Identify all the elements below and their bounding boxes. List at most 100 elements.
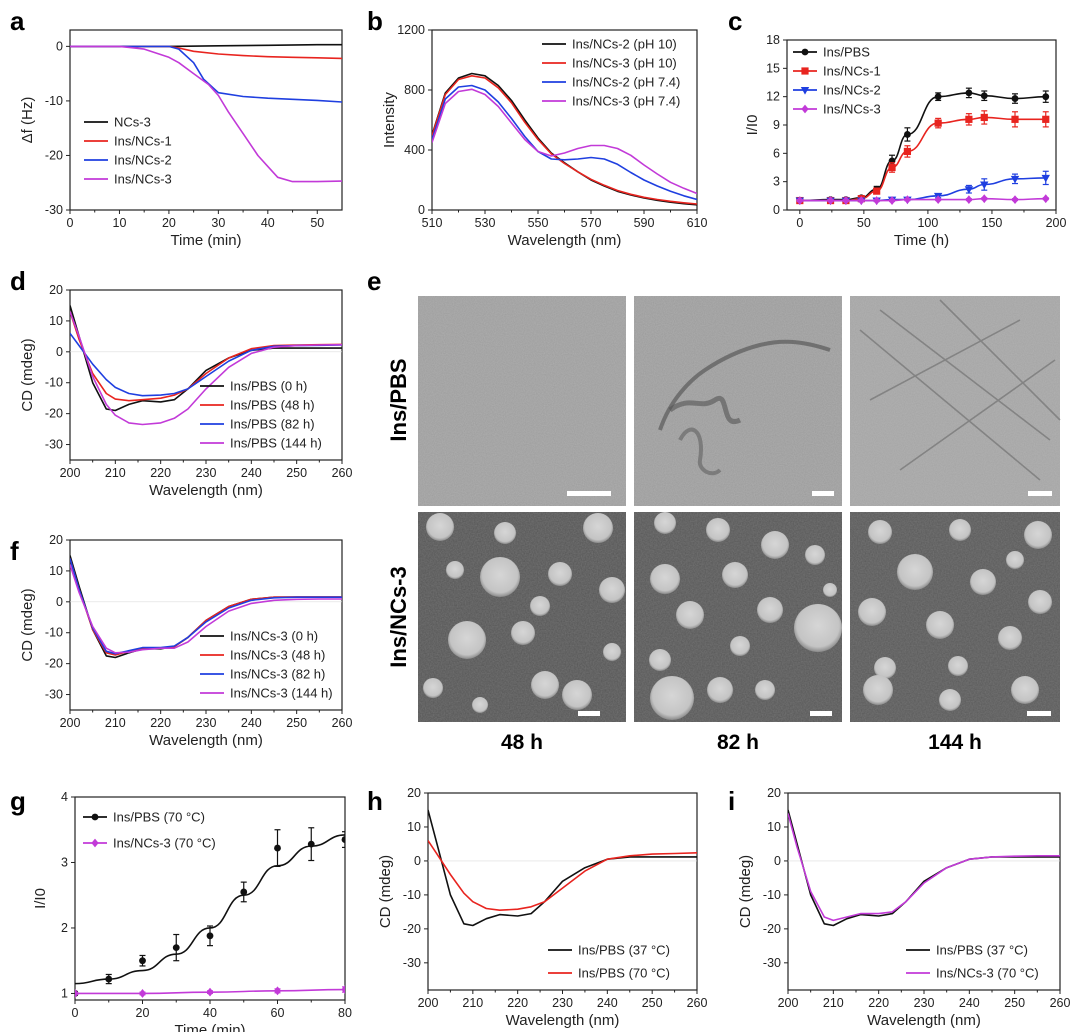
y-tick-label: 0: [773, 203, 780, 217]
scale-bar: [810, 711, 832, 716]
data-point: [934, 119, 942, 127]
y-axis-label: I/I0: [32, 888, 49, 909]
x-axis-label: Wavelength (nm): [867, 1012, 981, 1029]
y-tick-label: -30: [763, 956, 781, 970]
series-line-1: [428, 809, 697, 927]
y-tick-label: -20: [45, 407, 63, 421]
nanoparticles: [858, 519, 1052, 711]
data-point: [964, 186, 974, 194]
data-point: [903, 195, 912, 205]
legend-label: Ins/NCs-3 (0 h): [230, 629, 318, 644]
fibril-network: [859, 299, 1061, 481]
y-tick-label: -10: [45, 376, 63, 390]
y-axis-label: Δf (Hz): [19, 97, 36, 144]
legend-label: Ins/NCs-1: [114, 134, 172, 149]
data-point: [980, 113, 988, 122]
data-point: [1011, 95, 1019, 102]
data-point: [1042, 115, 1050, 123]
y-tick-label: 10: [767, 820, 781, 834]
chart-a: 0 10 20 30 40 50 0 -10 -20 -30 Time (min) Δf (Hz) NC…: [19, 29, 343, 249]
x-tick-label: 230: [196, 466, 217, 480]
legend-label: Ins/NCs-3 (70 °C): [113, 836, 216, 851]
x-tick-label: 240: [241, 716, 262, 730]
chart-i: 200 210 220 230 240 250 260 -30 -20 -10 0 10 20 Wavel…: [737, 786, 1070, 1029]
y-tick-label: 800: [404, 83, 425, 97]
y-tick-label: 3: [773, 175, 780, 189]
x-tick-label: 210: [823, 996, 844, 1010]
x-tick-label: 200: [60, 466, 81, 480]
series-line-2: [432, 75, 697, 205]
panel-label-c: c: [728, 6, 742, 36]
series-line-1: [788, 809, 1060, 927]
x-tick-label: 260: [1050, 996, 1071, 1010]
y-tick-label: -30: [45, 688, 63, 702]
series-fit-1: [75, 834, 345, 985]
y-tick-label: 0: [418, 203, 425, 217]
data-point: [857, 196, 865, 205]
data-point: [934, 93, 942, 101]
y-tick-label: 0: [414, 854, 421, 868]
x-tick-label: 260: [332, 716, 353, 730]
y-tick-label: 0: [56, 39, 63, 53]
y-tick-label: 0: [56, 595, 63, 609]
data-point: [138, 989, 147, 998]
y-tick-label: 400: [404, 143, 425, 157]
x-tick-label: 80: [338, 1006, 352, 1020]
x-axis-label: Wavelength (nm): [508, 232, 622, 249]
tem-pbs-82h: [634, 296, 842, 506]
panel-label-i: i: [728, 786, 735, 816]
y-tick-label: 3: [61, 855, 68, 869]
data-point: [273, 986, 282, 996]
y-tick-label: 4: [61, 790, 68, 804]
legend-label: Ins/PBS (48 h): [230, 398, 315, 413]
data-point: [341, 836, 345, 843]
x-tick-label: 210: [105, 716, 126, 730]
y-axis-label: CD (mdeg): [19, 338, 36, 411]
y-tick-label: 10: [49, 564, 63, 578]
y-tick-label: 0: [774, 854, 781, 868]
data-point: [934, 195, 942, 205]
y-tick-label: 0: [56, 345, 63, 359]
x-axis-label: Wavelength (nm): [149, 732, 263, 749]
legend-label: Ins/PBS (37 °C): [578, 943, 670, 958]
legend-label: Ins/NCs-3 (70 °C): [936, 966, 1039, 981]
nanoparticles: [649, 512, 842, 720]
y-tick-label: 20: [767, 786, 781, 800]
col-label-48h: 48 h: [501, 731, 543, 754]
legend-label: Ins/PBS (37 °C): [936, 943, 1028, 958]
x-tick-label: 200: [418, 996, 439, 1010]
data-point: [888, 196, 896, 205]
axes-frame: [69, 29, 343, 211]
data-point: [796, 196, 804, 205]
row-label-ins-ncs3: Ins/NCs-3: [386, 566, 411, 667]
axes-frame: [69, 289, 343, 461]
y-tick-label: -30: [45, 203, 63, 217]
data-point: [965, 89, 973, 97]
axes-frame: [427, 792, 698, 991]
x-tick-label: 240: [959, 996, 980, 1010]
data-point: [873, 187, 881, 195]
y-axis-label: I/I0: [744, 115, 761, 136]
chart-b: 510 530 550 570 590 610 0 400 800 1200 Wavelength …: [381, 23, 707, 249]
plot-area: [70, 43, 342, 183]
tem-ncs3-48h: [418, 512, 626, 722]
scale-bar: [567, 491, 611, 496]
series-line-4: [70, 564, 342, 654]
data-point: [206, 932, 214, 940]
panel-label-d: d: [10, 266, 26, 296]
series-fit-2: [799, 116, 1046, 202]
x-tick-label: 230: [196, 716, 217, 730]
y-tick-label: 20: [407, 786, 421, 800]
data-point: [1011, 115, 1019, 123]
x-tick-label: 240: [597, 996, 618, 1010]
legend-label: Ins/NCs-1: [823, 64, 881, 79]
y-tick-label: 15: [766, 61, 780, 75]
tem-ncs3-144h: [850, 512, 1060, 722]
panel-label-a: a: [10, 6, 25, 36]
scale-bar: [1028, 491, 1052, 496]
nanoparticles: [423, 513, 625, 713]
x-tick-label: 200: [778, 996, 799, 1010]
row-label-ins-pbs: Ins/PBS: [386, 358, 411, 441]
legend: Ins/PBS (37 °C) Ins/PBS (70 °C): [548, 943, 670, 981]
y-tick-label: 1200: [397, 23, 425, 37]
